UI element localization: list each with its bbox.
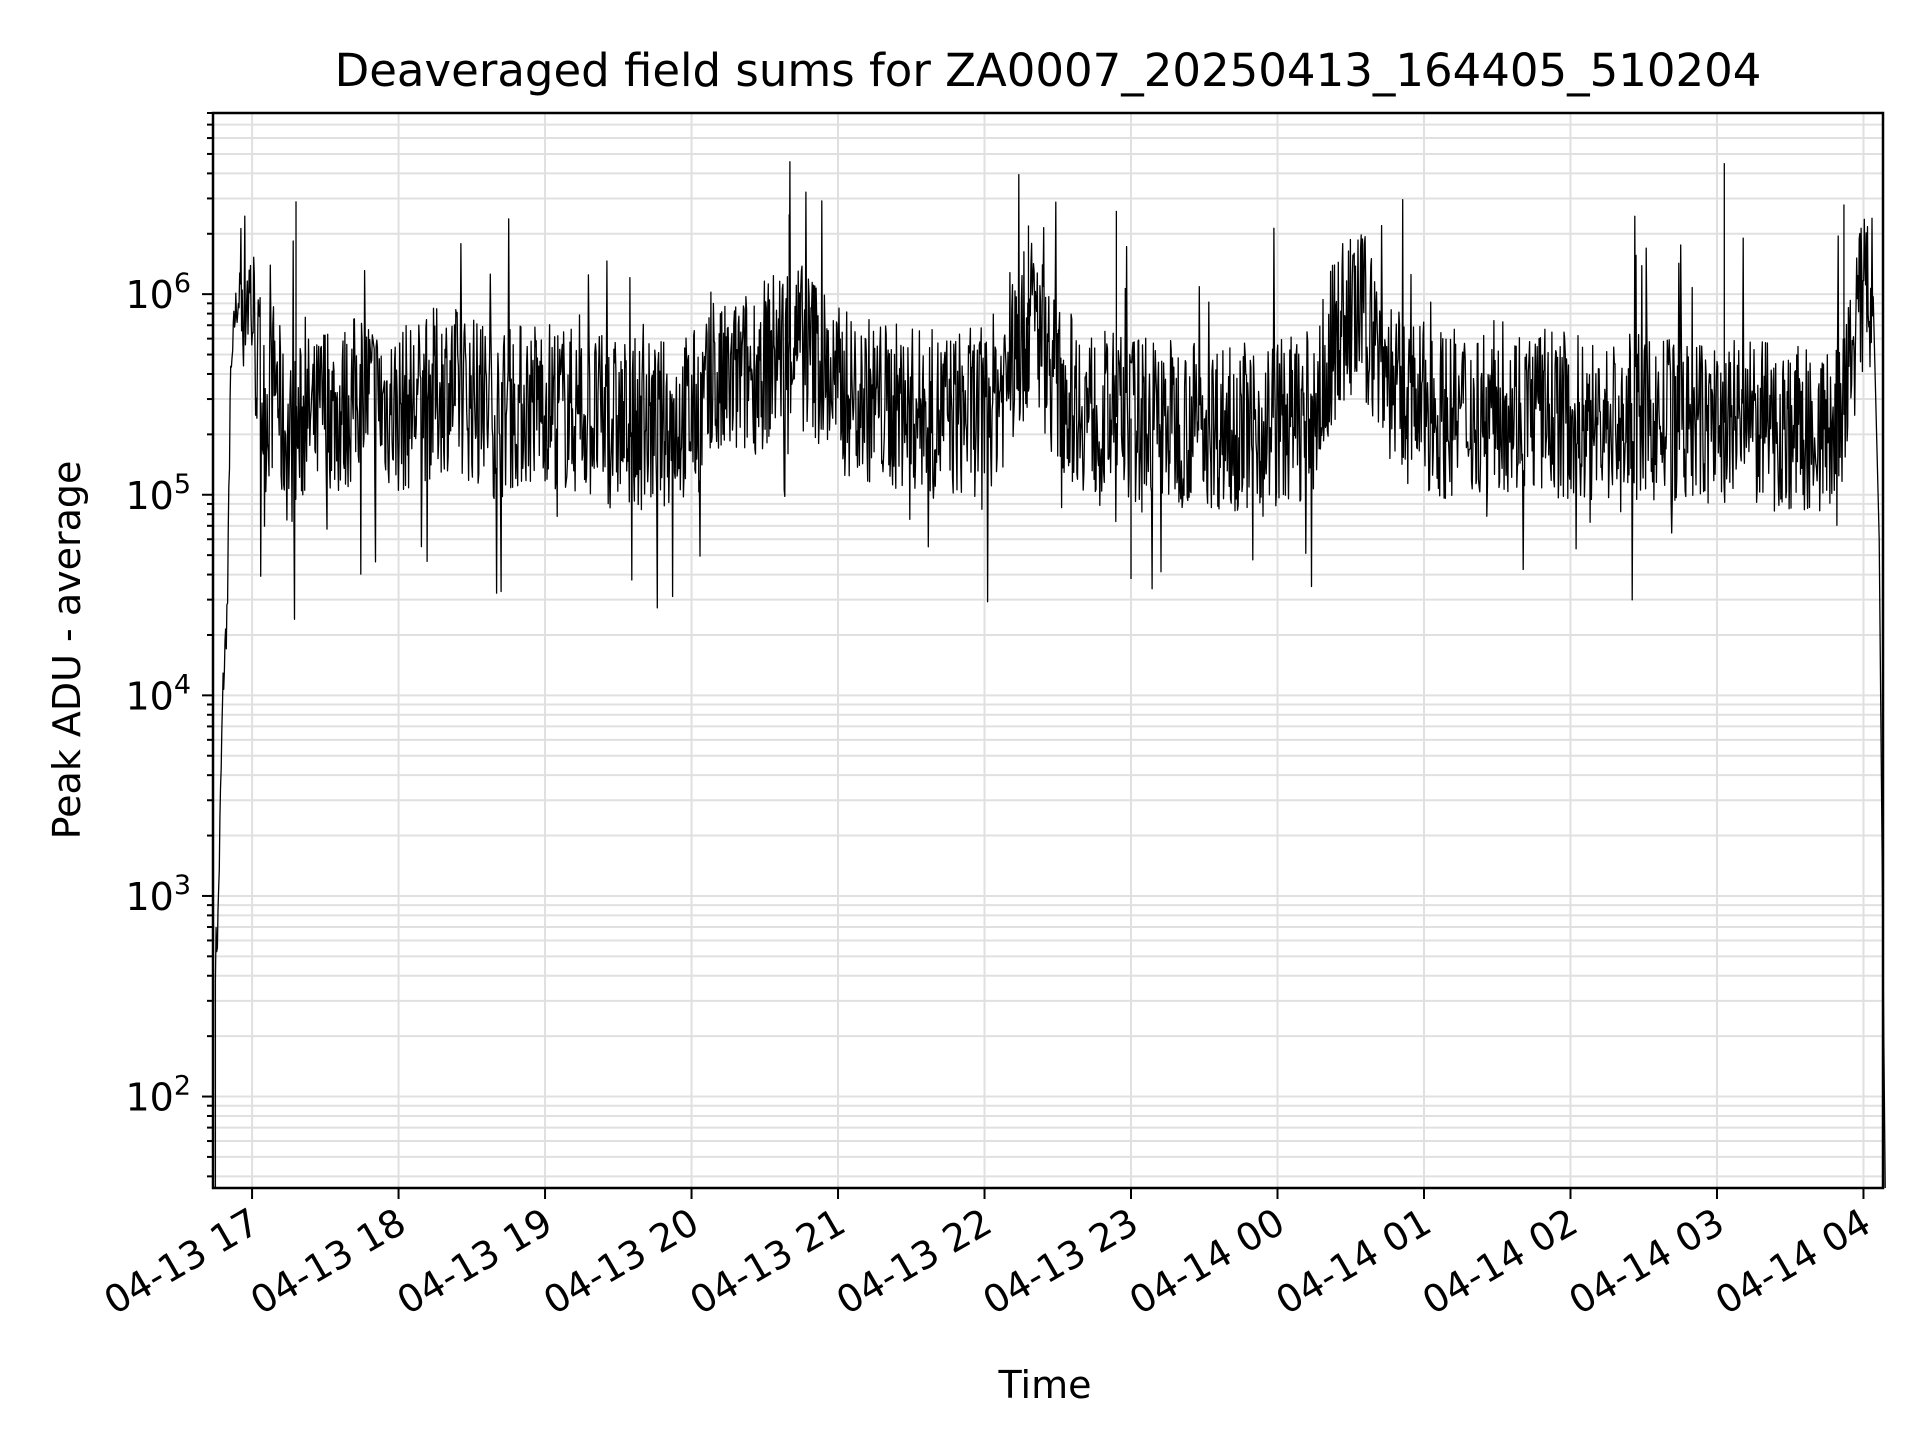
x-tick-label: 04-13 23 [976, 1200, 1146, 1324]
x-tick-label: 04-13 22 [829, 1200, 999, 1324]
x-tick-label: 04-14 00 [1122, 1200, 1292, 1324]
x-tick-label: 04-14 04 [1708, 1200, 1878, 1324]
y-tick-label: 106 [125, 268, 191, 317]
x-tick-label: 04-13 18 [243, 1200, 413, 1324]
x-tick-label: 04-14 02 [1415, 1200, 1585, 1324]
y-tick-label: 103 [125, 870, 191, 919]
y-tick-label: 104 [125, 669, 191, 718]
x-tick-label: 04-13 19 [390, 1200, 560, 1324]
grid-layer [213, 112, 1883, 1188]
x-tick-label: 04-13 21 [683, 1200, 853, 1324]
x-axis-label: Time [998, 1363, 1092, 1407]
x-tick-label: 04-14 01 [1269, 1200, 1439, 1324]
x-tick-label: 04-14 03 [1562, 1200, 1732, 1324]
x-tick-label: 04-13 17 [97, 1200, 267, 1324]
chart-title: Deaveraged field sums for ZA0007_2025041… [335, 44, 1762, 97]
series-line [214, 161, 1886, 1189]
y-tick-label: 102 [125, 1071, 191, 1120]
series-layer [214, 161, 1886, 1189]
y-axis-label: Peak ADU - average [45, 461, 89, 840]
x-tick-label: 04-13 20 [536, 1200, 706, 1324]
y-tick-label: 105 [125, 469, 191, 518]
plot-frame [211, 111, 1885, 1190]
